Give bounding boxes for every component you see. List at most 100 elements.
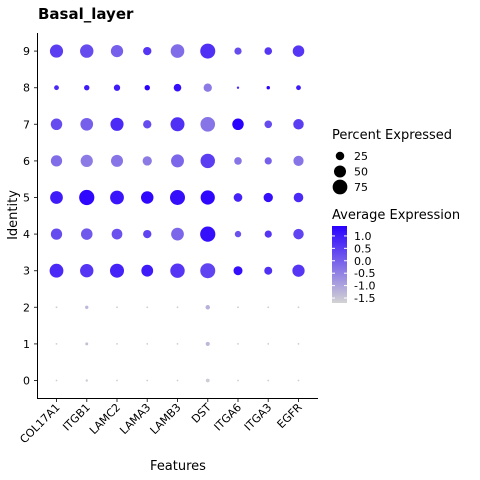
dot <box>292 45 305 57</box>
dot <box>49 44 64 58</box>
dot <box>176 379 179 382</box>
dot <box>200 263 216 279</box>
y-ticks: 0 1 2 3 4 5 6 7 8 9 <box>23 45 37 388</box>
dot <box>141 191 154 204</box>
dot <box>144 85 150 91</box>
dot <box>55 306 58 309</box>
color-legend-title: Average Expression <box>332 208 460 223</box>
dot <box>264 120 273 129</box>
dot <box>293 119 304 130</box>
dot <box>233 266 243 276</box>
dot <box>173 83 182 92</box>
x-tick-label: LAMB3 <box>148 401 184 437</box>
dot <box>116 306 118 309</box>
dot <box>237 343 239 345</box>
dot <box>200 43 216 59</box>
dot <box>296 85 301 91</box>
size-legend: Percent Expressed 25 50 75 <box>332 128 452 195</box>
dot <box>55 343 58 345</box>
color-legend-label: 1.0 <box>354 230 372 243</box>
dot <box>80 264 94 278</box>
y-tick-label: 3 <box>23 265 30 278</box>
dot <box>297 379 300 382</box>
dot <box>170 190 185 205</box>
x-tick-label: COL17A1 <box>17 401 62 446</box>
size-legend-label: 50 <box>354 166 368 179</box>
dot <box>170 263 185 278</box>
dot <box>171 227 184 241</box>
dot <box>49 263 64 278</box>
dot <box>205 305 210 310</box>
dot <box>146 379 149 382</box>
dot <box>146 306 149 309</box>
dot <box>110 44 124 58</box>
dot <box>116 379 118 382</box>
y-tick-label: 1 <box>23 338 30 351</box>
dot <box>80 44 94 58</box>
dot <box>200 190 215 205</box>
x-tick-label: DST <box>189 401 214 426</box>
dot <box>264 230 272 238</box>
dot <box>110 190 124 205</box>
dot <box>205 378 210 383</box>
x-axis-label: Features <box>150 459 206 474</box>
dot <box>80 154 93 168</box>
dot <box>79 189 95 206</box>
color-legend-label: -1.0 <box>354 280 375 293</box>
dot <box>55 379 58 382</box>
chart-title: Basal_layer <box>38 5 134 23</box>
dot <box>200 153 215 169</box>
dot <box>54 85 59 91</box>
dot <box>203 83 212 92</box>
x-tick-label: LAMA3 <box>117 401 153 437</box>
dot <box>50 228 63 240</box>
color-legend-bar <box>332 226 347 303</box>
dot <box>141 264 154 277</box>
dot <box>143 46 152 56</box>
dot <box>264 266 273 275</box>
dot <box>85 379 88 382</box>
size-legend-label: 25 <box>354 150 368 163</box>
dot <box>84 85 90 91</box>
color-legend: Average Expression 1.00.50.0-0.5-1.0-1.5 <box>332 208 460 305</box>
dot <box>200 226 216 242</box>
dot <box>266 86 270 90</box>
dot <box>110 154 124 167</box>
dot <box>205 341 210 346</box>
dot <box>267 379 270 382</box>
size-legend-dot <box>335 151 345 161</box>
dot <box>297 306 300 309</box>
dot <box>297 343 300 345</box>
dot <box>234 230 242 238</box>
dot <box>264 47 273 55</box>
dot <box>50 155 63 167</box>
x-tick-label: ITGA6 <box>212 401 245 434</box>
dot <box>146 343 149 345</box>
dot <box>111 228 123 240</box>
dot <box>293 155 304 166</box>
color-legend-label: 0.0 <box>354 255 372 268</box>
axes <box>37 33 318 399</box>
dot <box>237 379 239 382</box>
y-tick-label: 6 <box>23 155 30 168</box>
dot <box>233 193 243 202</box>
dot <box>50 118 63 131</box>
x-tick-label: ITGA3 <box>242 401 275 434</box>
y-tick-label: 5 <box>23 192 30 205</box>
dot <box>143 229 152 239</box>
y-tick-label: 7 <box>23 118 30 131</box>
dot <box>200 116 216 132</box>
x-tick-label: EGFR <box>275 401 305 431</box>
dot <box>170 117 185 132</box>
y-axis-label: Identity <box>6 190 21 240</box>
dot <box>85 305 89 309</box>
color-legend-label: -0.5 <box>354 267 375 280</box>
dot <box>236 86 240 89</box>
dot <box>113 84 121 91</box>
dot <box>116 343 118 345</box>
dot <box>237 306 239 309</box>
size-legend-title: Percent Expressed <box>332 128 452 143</box>
dot <box>109 263 125 278</box>
size-legend-dot <box>332 179 348 195</box>
